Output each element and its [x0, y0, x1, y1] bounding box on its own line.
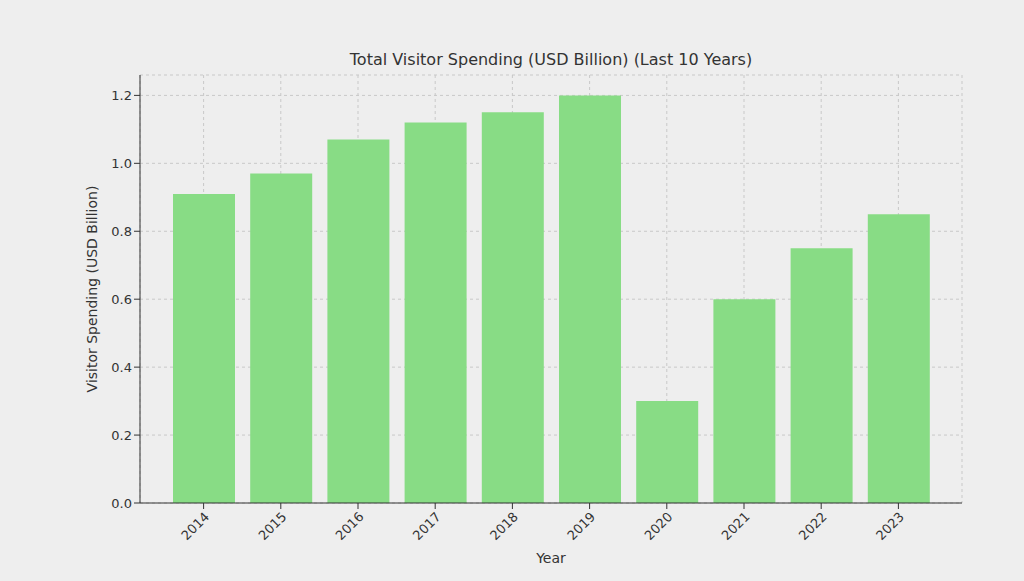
- svg-text:2022: 2022: [796, 509, 830, 543]
- svg-text:2020: 2020: [641, 509, 675, 543]
- svg-text:Visitor Spending (USD Billion): Visitor Spending (USD Billion): [84, 186, 100, 393]
- svg-text:2014: 2014: [178, 509, 212, 543]
- svg-text:2019: 2019: [564, 509, 598, 543]
- html-text:Total Visitor Spending (USD Bi: Total Visitor Spending (USD Billion) (La…: [349, 50, 753, 69]
- svg-text:2015: 2015: [255, 509, 289, 543]
- svg-text:2016: 2016: [333, 509, 367, 543]
- svg-text:1.0: 1.0: [111, 156, 132, 171]
- svg-text:2018: 2018: [487, 509, 521, 543]
- svg-text:2021: 2021: [719, 509, 753, 543]
- svg-text:0.6: 0.6: [111, 292, 132, 307]
- svg-text:0.2: 0.2: [111, 428, 132, 443]
- svg-text:2017: 2017: [410, 509, 444, 543]
- svg-text:0.8: 0.8: [111, 224, 132, 239]
- svg-text:Year: Year: [535, 550, 566, 566]
- svg-text:1.2: 1.2: [111, 88, 132, 103]
- svg-text:2023: 2023: [873, 509, 907, 543]
- svg-text:0.4: 0.4: [111, 360, 132, 375]
- svg-text:0.0: 0.0: [111, 496, 132, 511]
